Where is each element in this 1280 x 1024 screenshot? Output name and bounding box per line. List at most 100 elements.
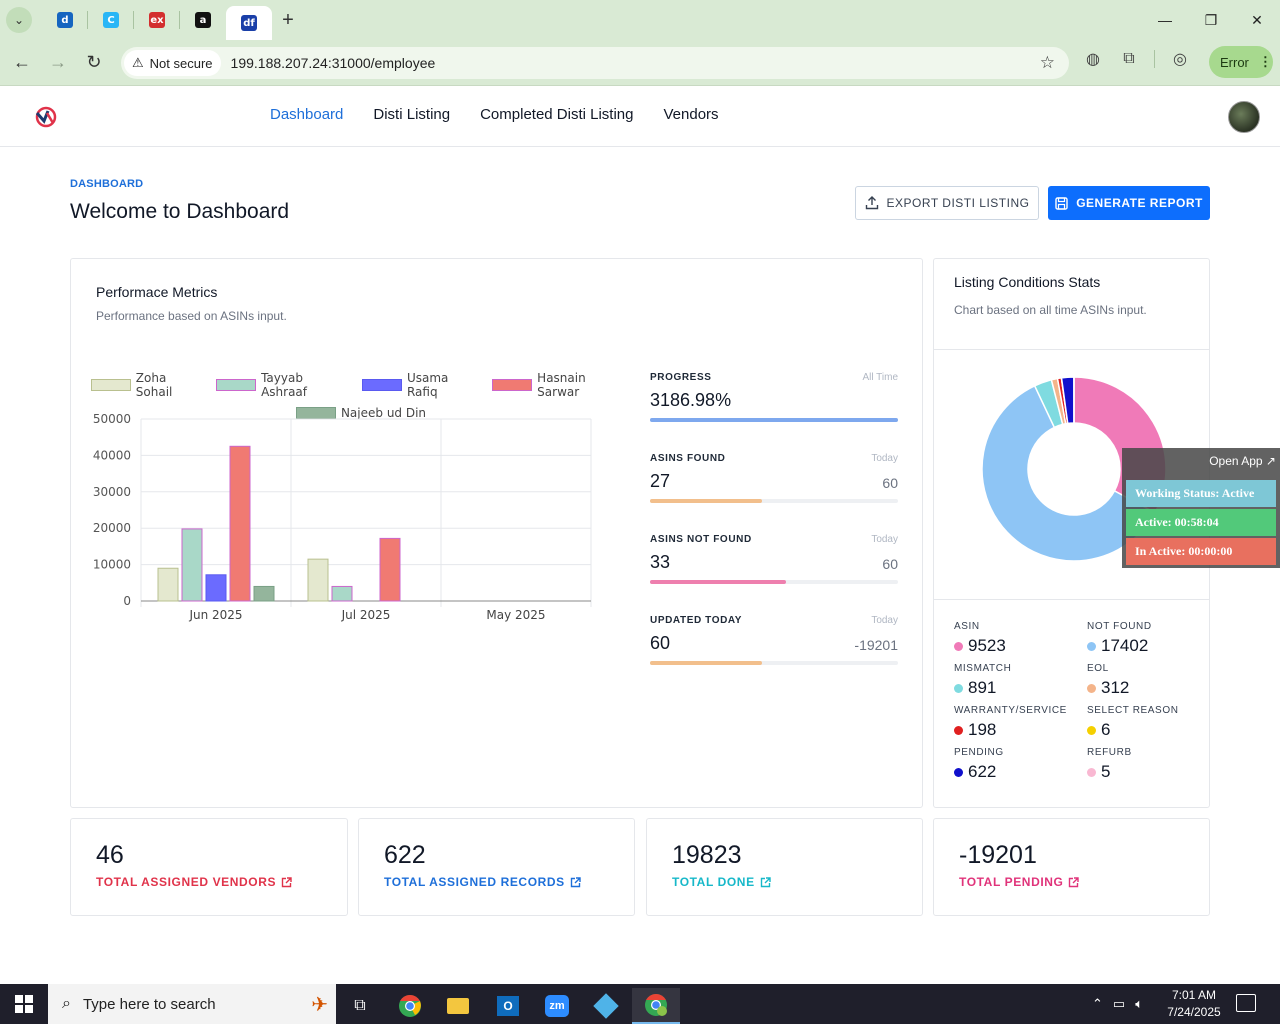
start-button[interactable] <box>0 984 48 1024</box>
progress-track <box>650 661 898 665</box>
extensions-icon[interactable]: ⧉ <box>1123 50 1135 67</box>
legend-row: Najeeb ud Din <box>91 406 631 420</box>
progress-fill <box>650 499 762 503</box>
chevron-up-icon[interactable]: ⌃ <box>1092 996 1103 1011</box>
reload-icon[interactable]: ↻ <box>86 52 102 72</box>
new-tab-button[interactable]: + <box>282 8 294 31</box>
inactive-timer: In Active: 00:00:00 <box>1126 538 1276 565</box>
kpi-link[interactable]: TOTAL ASSIGNED VENDORS <box>96 875 292 889</box>
notification-icon[interactable] <box>1236 994 1256 1012</box>
taskbar-clock[interactable]: 7:01 AM 7/24/2025 <box>1162 987 1226 1021</box>
kpi-total-done[interactable]: 19823 TOTAL DONE <box>646 818 923 916</box>
upload-icon <box>865 196 878 210</box>
bar-najeeb-ud-din[interactable] <box>253 585 275 602</box>
forward-icon[interactable]: → <box>49 52 67 72</box>
file-explorer-icon[interactable] <box>434 988 482 1024</box>
condition-label: PENDING <box>954 747 1004 758</box>
x-tick-label: Jun 2025 <box>188 608 242 622</box>
network-icon[interactable]: ▭ <box>1112 996 1126 1011</box>
nav-item-completed-disti-listing[interactable]: Completed Disti Listing <box>480 106 634 123</box>
clock-date: 7/24/2025 <box>1167 1005 1221 1019</box>
profile-icon[interactable]: ◎ <box>1173 51 1187 68</box>
browser-tab-2[interactable]: C <box>88 0 134 40</box>
generate-report-button[interactable]: GENERATE REPORT <box>1048 186 1210 220</box>
favicon-icon: ex <box>149 12 165 28</box>
volume-icon[interactable]: 🔈︎ <box>1135 996 1144 1011</box>
app-logo[interactable] <box>34 105 58 129</box>
kpi-total-assigned-vendors[interactable]: 46 TOTAL ASSIGNED VENDORS <box>70 818 348 916</box>
legend-swatch <box>91 379 131 391</box>
divider <box>934 349 1209 350</box>
stat-progress: PROGRESS All Time 3186.98% <box>650 372 898 453</box>
more-menu-icon[interactable]: ⋮ <box>1258 54 1272 69</box>
favicon-icon: a <box>195 12 211 28</box>
legend-item[interactable]: Tayyab Ashraaf <box>216 371 352 399</box>
back-icon[interactable]: ← <box>13 52 31 72</box>
tab-search-chevron-icon[interactable]: ⌄ <box>6 7 32 33</box>
kpi-total-pending[interactable]: -19201 TOTAL PENDING <box>933 818 1210 916</box>
translate-icon[interactable]: ◍ <box>1086 51 1100 68</box>
app-diamond-icon[interactable] <box>582 988 630 1024</box>
bookmark-star-icon[interactable]: ☆ <box>1039 53 1055 72</box>
kpi-link[interactable]: TOTAL DONE <box>672 875 771 889</box>
minimize-icon[interactable]: — <box>1158 12 1172 28</box>
taskbar-search-box[interactable]: ⌕ Type here to search ✈ <box>48 984 336 1024</box>
user-avatar[interactable] <box>1228 101 1260 133</box>
report-button-label: GENERATE REPORT <box>1076 196 1203 210</box>
export-button-label: EXPORT DISTI LISTING <box>886 196 1030 210</box>
bar-tayyab-ashraaf[interactable] <box>181 528 203 602</box>
condition-value-row: 17402 <box>1087 636 1217 656</box>
legend-item[interactable]: Zoha Sohail <box>91 371 206 399</box>
condition-value-row: 198 <box>954 720 1084 740</box>
bar-zoha-sohail[interactable] <box>157 567 179 602</box>
restore-icon[interactable]: ❐ <box>1204 11 1218 28</box>
clock-time: 7:01 AM <box>1171 988 1217 1002</box>
bar-hasnain-sarwar[interactable] <box>229 445 251 602</box>
favicon-icon: C <box>103 12 119 28</box>
profile-error-button[interactable]: Error ⋮ <box>1209 46 1273 78</box>
y-tick-label: 10000 <box>93 558 131 572</box>
kpi-value: 19823 <box>672 841 742 869</box>
open-app-link[interactable]: Open App ↗ <box>1209 454 1276 468</box>
url-text[interactable]: 199.188.207.24:31000/employee <box>230 55 436 71</box>
profile-error-label: Error <box>1220 54 1249 70</box>
legend-item[interactable]: Usama Rafiq <box>362 371 482 399</box>
nav-item-dashboard[interactable]: Dashboard <box>270 106 344 123</box>
bar-hasnain-sarwar[interactable] <box>379 537 401 602</box>
kpi-link[interactable]: TOTAL PENDING <box>959 875 1080 889</box>
bar-zoha-sohail[interactable] <box>307 558 329 602</box>
progress-fill <box>650 418 898 422</box>
kpi-total-assigned-records[interactable]: 622 TOTAL ASSIGNED RECORDS <box>358 818 635 916</box>
search-highlight-icon: ✈ <box>311 993 328 1016</box>
x-tick-label: Jul 2025 <box>341 608 391 622</box>
nav-item-disti-listing[interactable]: Disti Listing <box>373 106 451 123</box>
browser-tab-5[interactable]: df <box>226 6 272 40</box>
donut-slice-not-found[interactable] <box>981 384 1156 562</box>
condition-value-row: 5 <box>1087 762 1217 782</box>
zoom-icon[interactable]: zm <box>533 988 581 1024</box>
nav-item-vendors[interactable]: Vendors <box>663 106 719 123</box>
y-tick-label: 40000 <box>93 448 131 462</box>
outlook-icon[interactable]: O <box>484 988 532 1024</box>
export-disti-listing-button[interactable]: EXPORT DISTI LISTING <box>855 186 1039 220</box>
chrome-profile-icon[interactable] <box>632 988 680 1024</box>
kpi-label: TOTAL ASSIGNED RECORDS <box>384 875 565 889</box>
browser-tab-4[interactable]: a <box>180 0 226 40</box>
chrome-icon[interactable] <box>386 988 434 1024</box>
browser-tab-3[interactable]: ex <box>134 0 180 40</box>
main-nav: Dashboard Disti Listing Completed Disti Li… <box>270 106 719 123</box>
security-chip[interactable]: ⚠ Not secure <box>124 50 221 76</box>
legend-item[interactable]: Hasnain Sarwar <box>492 371 631 399</box>
bar-tayyab-ashraaf[interactable] <box>331 585 353 602</box>
condition-pending: PENDING 622 <box>954 747 1084 782</box>
task-view-icon[interactable]: ⧉ <box>354 997 366 1014</box>
close-icon[interactable]: ✕ <box>1251 11 1263 28</box>
kpi-link[interactable]: TOTAL ASSIGNED RECORDS <box>384 875 581 889</box>
search-icon: ⌕ <box>62 995 71 1012</box>
legend-item[interactable]: Najeeb ud Din <box>295 406 426 420</box>
stat-value: 3186.98% <box>650 390 732 410</box>
bar-usama-rafiq[interactable] <box>205 574 227 602</box>
browser-tab-1[interactable]: d <box>42 0 88 40</box>
omnibox[interactable]: ⚠ Not secure 199.188.207.24:31000/employ… <box>121 47 1069 79</box>
performance-metrics-card: Performace Metrics Performance based on … <box>70 258 923 808</box>
